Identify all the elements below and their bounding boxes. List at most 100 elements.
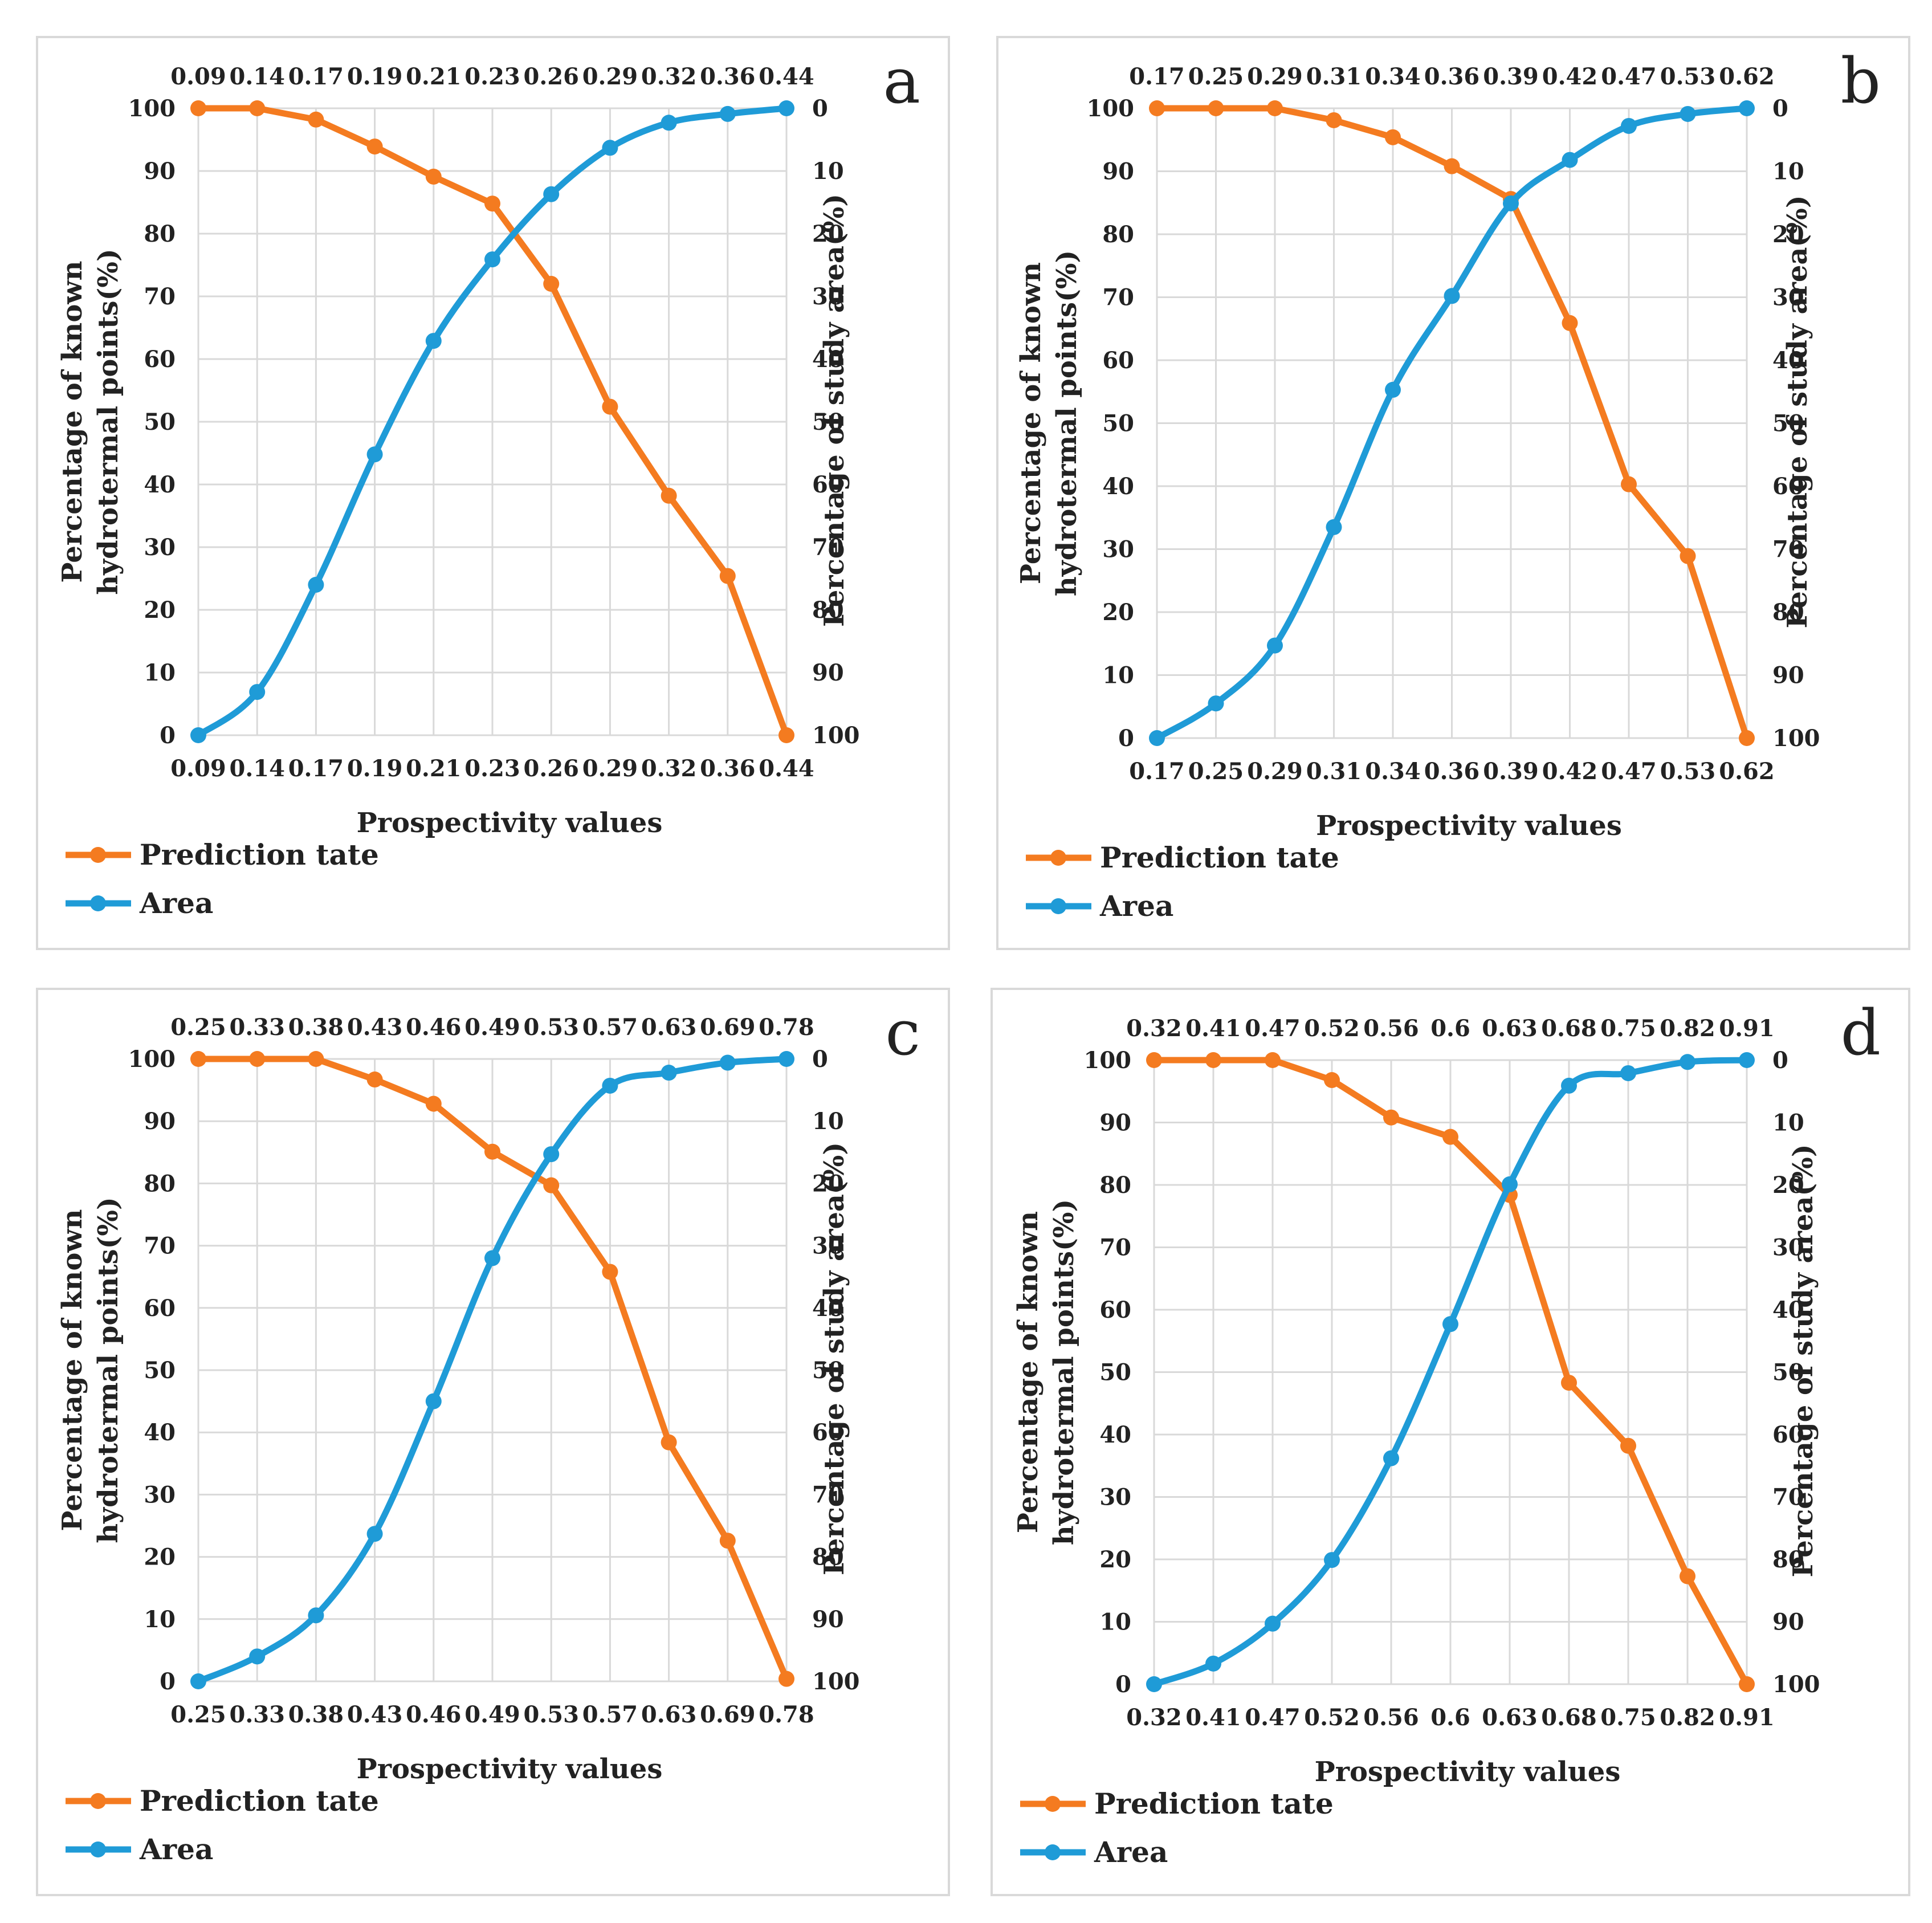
right-tick-label: 70 — [1772, 1484, 1804, 1511]
right-tick-label: 10 — [1772, 1110, 1804, 1136]
data-point — [484, 1250, 500, 1266]
right-tick-label: 60 — [1772, 1421, 1804, 1448]
left-tick-label: 10 — [144, 1606, 176, 1633]
top-tick-label: 0.82 — [1660, 1015, 1715, 1042]
bottom-tick-label: 0.75 — [1600, 1704, 1656, 1731]
data-point — [1208, 100, 1224, 116]
legend-label: Area — [139, 886, 213, 920]
top-tick-label: 0.31 — [1306, 63, 1362, 90]
left-tick-label: 60 — [144, 1295, 176, 1322]
top-tick-label: 0.25 — [1188, 63, 1244, 90]
top-tick-label: 0.17 — [288, 63, 344, 90]
left-tick-label: 70 — [144, 1233, 176, 1260]
data-point — [1620, 1065, 1636, 1081]
right-tick-label: 40 — [1772, 1297, 1804, 1323]
data-point — [1444, 288, 1460, 304]
bottom-tick-label: 0.38 — [288, 1701, 344, 1728]
bottom-tick-label: 0.14 — [229, 755, 284, 782]
bottom-tick-label: 0.41 — [1185, 1704, 1241, 1731]
panel-frame — [996, 36, 1910, 950]
right-tick-label: 60 — [812, 1419, 844, 1446]
legend-swatch-marker — [1045, 1796, 1061, 1812]
data-point — [1208, 695, 1224, 712]
top-tick-label: 0.44 — [759, 63, 814, 90]
bottom-tick-label: 0.29 — [582, 755, 638, 782]
top-tick-label: 0.42 — [1542, 63, 1597, 90]
series-area — [190, 1051, 794, 1689]
left-tick-label: 10 — [1099, 1609, 1131, 1636]
left-tick-label: 80 — [1099, 1172, 1131, 1199]
data-point — [308, 111, 324, 128]
data-point — [1561, 1077, 1577, 1094]
left-tick-label: 40 — [144, 1419, 176, 1446]
data-point — [1267, 637, 1283, 654]
right-tick-label: 20 — [1772, 1172, 1804, 1199]
right-tick-label: 70 — [812, 1481, 844, 1508]
top-tick-label: 0.46 — [406, 1014, 461, 1041]
data-point — [543, 186, 560, 202]
data-point — [1739, 730, 1755, 746]
series-prediction-tate — [190, 1051, 794, 1687]
top-tick-label: 0.09 — [170, 63, 226, 90]
data-point — [1149, 100, 1165, 116]
data-point — [543, 1177, 560, 1193]
chart-panel-b: 0 10 20 30 40 50 60 70 80 90 100 0 10 20 30 40 50 60 70 80 9… — [996, 36, 1910, 950]
left-tick-label: 10 — [1102, 662, 1134, 689]
data-point — [1562, 315, 1578, 331]
legend-swatch-marker — [1050, 898, 1066, 914]
panel-letter: a — [883, 44, 920, 117]
legend-label: Prediction tate — [1094, 1787, 1334, 1820]
chart-panel-d: 0 10 20 30 40 50 60 70 80 90 100 0 10 20 30 40 50 60 70 80 9… — [991, 988, 1910, 1896]
right-tick-label: 80 — [812, 1544, 844, 1571]
right-tick-label: 50 — [812, 1357, 844, 1384]
data-point — [661, 487, 677, 504]
top-tick-label: 0.23 — [464, 63, 520, 90]
data-point — [1739, 1676, 1755, 1692]
data-point — [778, 727, 794, 743]
top-tick-label: 0.63 — [641, 1014, 696, 1041]
legend-swatch-marker — [90, 1793, 106, 1809]
left-axis-title-line1: Percentage of known — [1012, 1211, 1044, 1533]
left-tick-label: 100 — [1087, 95, 1135, 122]
legend-label: Prediction tate — [1100, 841, 1339, 874]
legend-item-prediction-tate: Prediction tate — [1026, 841, 1339, 874]
right-axis-title: Percentage of study area(%) — [818, 1142, 850, 1575]
left-tick-label: 90 — [1102, 158, 1134, 185]
gridlines — [1153, 1059, 1748, 1685]
bottom-tick-label: 0.47 — [1245, 1704, 1300, 1731]
legend-swatch-marker — [1050, 850, 1066, 866]
left-axis-title-line1: Percentage of known — [56, 1209, 88, 1531]
data-point — [249, 1648, 266, 1665]
left-tick-label: 40 — [1099, 1421, 1131, 1448]
right-tick-label: 70 — [812, 534, 844, 561]
right-tick-label: 20 — [812, 221, 844, 247]
data-point — [425, 1393, 442, 1409]
data-point — [661, 1065, 677, 1081]
data-point — [1385, 381, 1401, 398]
top-tick-label: 0.78 — [759, 1014, 814, 1041]
top-tick-label: 0.6 — [1430, 1015, 1470, 1042]
bottom-tick-label: 0.52 — [1304, 1704, 1359, 1731]
bottom-tick-label: 0.17 — [288, 755, 344, 782]
data-point — [661, 1434, 677, 1451]
left-tick-label: 50 — [144, 1357, 176, 1384]
left-tick-label: 20 — [144, 597, 176, 624]
data-point — [366, 1071, 383, 1088]
data-point — [1326, 112, 1342, 128]
right-tick-label: 10 — [1772, 158, 1804, 185]
data-point — [543, 1146, 560, 1163]
data-point — [602, 1077, 618, 1094]
legend-item-area: Area — [66, 886, 213, 920]
bottom-tick-label: 0.31 — [1306, 758, 1362, 785]
bottom-tick-label: 0.53 — [523, 1701, 578, 1728]
data-point — [308, 1051, 324, 1067]
bottom-tick-label: 0.39 — [1483, 758, 1538, 785]
gridlines — [1156, 107, 1748, 739]
bottom-tick-label: 0.09 — [170, 755, 226, 782]
gridlines — [197, 107, 788, 736]
right-axis-title: Percentage of study area(%) — [1782, 195, 1813, 628]
series-prediction-tate — [190, 100, 794, 743]
top-tick-label: 0.29 — [1247, 63, 1302, 90]
left-tick-label: 20 — [144, 1544, 176, 1571]
right-tick-label: 80 — [1772, 1546, 1804, 1573]
